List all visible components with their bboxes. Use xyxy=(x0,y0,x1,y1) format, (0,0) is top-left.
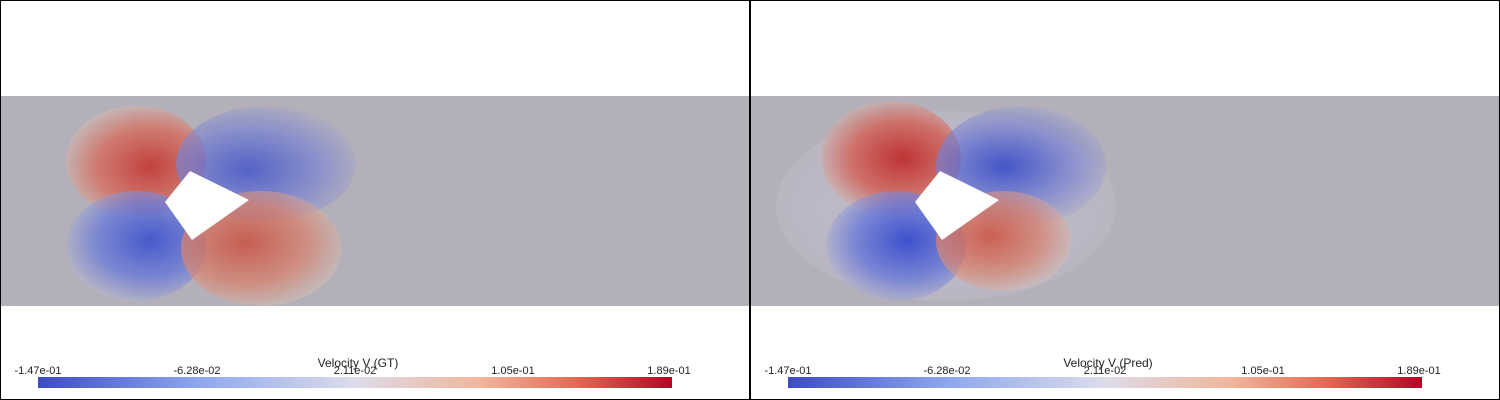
colorbar xyxy=(38,377,672,388)
colorbar-tick: -1.47e-01 xyxy=(764,365,812,377)
colorbar-title: Velocity V (GT) xyxy=(317,356,399,370)
colorbar-tick: 1.89e-01 xyxy=(647,365,691,377)
obstacle-shape xyxy=(915,171,999,240)
colorbar-tick: -6.28e-02 xyxy=(173,365,221,377)
panel-ground-truth: Velocity V (GT) -1.47e-01 -6.28e-02 2.11… xyxy=(0,0,750,400)
colorbar-tick: 1.89e-01 xyxy=(1397,365,1441,377)
velocity-field-gt xyxy=(1,96,749,306)
colorbar-title: Velocity V (Pred) xyxy=(1063,356,1153,370)
obstacle-shape xyxy=(165,171,249,240)
colorbar-tick: -1.47e-01 xyxy=(14,365,62,377)
velocity-field-pred xyxy=(751,96,1499,306)
colorbar-tick: -6.28e-02 xyxy=(923,365,971,377)
colorbar-tick: 1.05e-01 xyxy=(491,365,535,377)
colorbar-tick: 1.05e-01 xyxy=(1241,365,1285,377)
colorbar xyxy=(788,377,1422,388)
colorbar-tick: 2.11e-02 xyxy=(1083,365,1127,377)
panel-prediction: Velocity V (Pred) -1.47e-01 -6.28e-02 2.… xyxy=(750,0,1500,400)
colorbar-tick: 2.11e-02 xyxy=(333,365,377,377)
